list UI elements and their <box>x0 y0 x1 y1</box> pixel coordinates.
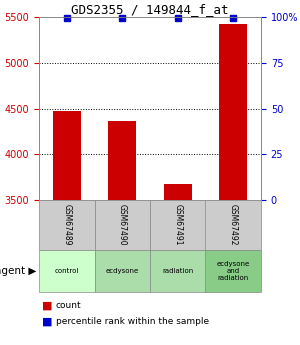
Text: ■: ■ <box>42 317 52 326</box>
Bar <box>108 120 136 200</box>
Text: agent ▶: agent ▶ <box>0 266 36 276</box>
Text: ecdysone
and
radiation: ecdysone and radiation <box>217 261 250 281</box>
Text: GSM67492: GSM67492 <box>229 204 238 246</box>
Text: ecdysone: ecdysone <box>106 268 139 274</box>
Bar <box>164 184 192 200</box>
Text: count: count <box>56 301 81 310</box>
Text: GSM67491: GSM67491 <box>173 204 182 246</box>
Title: GDS2355 / 149844_f_at: GDS2355 / 149844_f_at <box>71 3 229 16</box>
Text: radiation: radiation <box>162 268 194 274</box>
Bar <box>53 110 81 200</box>
Bar <box>219 24 247 200</box>
Text: GSM67489: GSM67489 <box>62 204 71 246</box>
Text: percentile rank within the sample: percentile rank within the sample <box>56 317 208 326</box>
Text: control: control <box>55 268 79 274</box>
Text: GSM67490: GSM67490 <box>118 204 127 246</box>
Text: ■: ■ <box>42 300 52 310</box>
